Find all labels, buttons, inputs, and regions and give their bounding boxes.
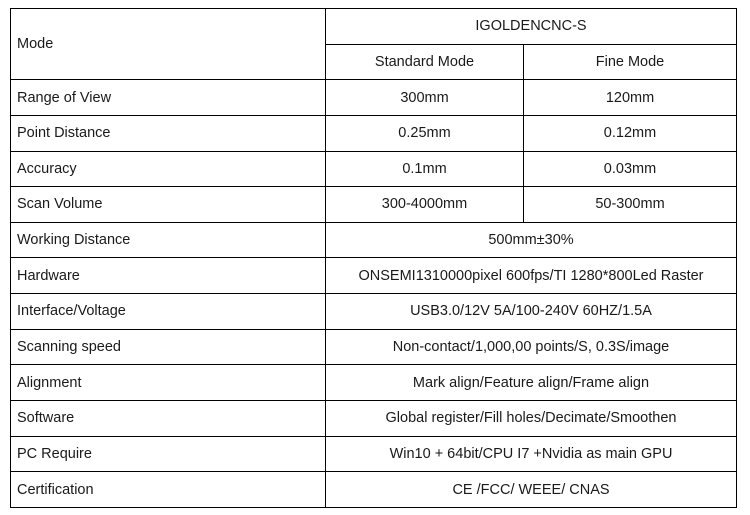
table-row: Scanning speed Non-contact/1,000,00 poin… — [10, 328, 737, 366]
row-value-software: Global register/Fill holes/Decimate/Smoo… — [325, 400, 737, 437]
row-value-pc-require: Win10 + 64bit/CPU I7 +Nvidia as main GPU — [325, 435, 737, 473]
table-row-mode-columns: Standard Mode Fine Mode — [11, 43, 737, 81]
row-value-point-distance-fine: 0.12mm — [523, 114, 737, 152]
row-value-scanning-speed: Non-contact/1,000,00 points/S, 0.3S/imag… — [325, 328, 737, 366]
table-row: Accuracy 0.1mm 0.03mm — [10, 150, 737, 188]
table-row: Certification CE /FCC/ WEEE/ CNAS — [10, 471, 737, 508]
row-value-certification: CE /FCC/ WEEE/ CNAS — [325, 471, 737, 508]
row-value-interface-voltage: USB3.0/12V 5A/100-240V 60HZ/1.5A — [325, 293, 737, 330]
table-row: PC Require Win10 + 64bit/CPU I7 +Nvidia … — [10, 435, 737, 473]
row-value-working-distance: 500mm±30% — [325, 221, 737, 259]
product-title-cell: IGOLDENCNC-S — [325, 8, 737, 45]
mode-header-label: Mode — [10, 7, 326, 81]
row-value-accuracy-fine: 0.03mm — [523, 150, 737, 188]
table-row-product-title: Mode IGOLDENCNC-S — [10, 7, 737, 81]
row-label-pc-require: PC Require — [10, 435, 326, 473]
table-row: Software Global register/Fill holes/Deci… — [10, 400, 737, 437]
table-body: Mode IGOLDENCNC-S Standard Mode Fine Mod… — [10, 7, 737, 508]
row-label-hardware: Hardware — [10, 257, 326, 295]
row-label-scanning-speed: Scanning speed — [10, 328, 326, 366]
row-label-scan-volume: Scan Volume — [10, 186, 326, 223]
row-value-hardware: ONSEMI1310000pixel 600fps/TI 1280*800Led… — [325, 257, 737, 295]
row-value-scan-volume-standard: 300-4000mm — [325, 186, 524, 223]
row-label-working-distance: Working Distance — [10, 221, 326, 259]
mode-label-text: Mode — [17, 36, 54, 53]
row-label-alignment: Alignment — [10, 364, 326, 402]
table-row: Scan Volume 300-4000mm 50-300mm — [10, 186, 737, 223]
specification-sheet: Mode IGOLDENCNC-S Standard Mode Fine Mod… — [10, 7, 737, 508]
table-row: Working Distance 500mm±30% — [10, 221, 737, 259]
row-value-accuracy-standard: 0.1mm — [325, 150, 524, 188]
table-row: Alignment Mark align/Feature align/Frame… — [10, 364, 737, 402]
row-label-range-of-view: Range of View — [10, 79, 326, 116]
column-header-fine-mode: Fine Mode — [523, 43, 737, 81]
row-label-point-distance: Point Distance — [10, 114, 326, 152]
specification-table: Mode IGOLDENCNC-S Standard Mode Fine Mod… — [10, 7, 737, 508]
row-label-certification: Certification — [10, 471, 326, 508]
table-row: Hardware ONSEMI1310000pixel 600fps/TI 12… — [10, 257, 737, 295]
row-value-point-distance-standard: 0.25mm — [325, 114, 524, 152]
row-value-alignment: Mark align/Feature align/Frame align — [325, 364, 737, 402]
fine-mode-label: Fine Mode — [595, 53, 665, 70]
table-row: Interface/Voltage USB3.0/12V 5A/100-240V… — [10, 293, 737, 330]
standard-mode-label: Standard Mode — [374, 53, 475, 70]
table-row: Range of View 300mm 120mm — [10, 79, 737, 116]
row-value-range-of-view-standard: 300mm — [325, 79, 524, 116]
row-label-software: Software — [10, 400, 326, 437]
product-title-text: IGOLDENCNC-S — [475, 18, 587, 35]
column-header-standard-mode: Standard Mode — [325, 43, 524, 81]
row-value-scan-volume-fine: 50-300mm — [523, 186, 737, 223]
row-label-interface-voltage: Interface/Voltage — [10, 293, 326, 330]
table-row: Point Distance 0.25mm 0.12mm — [10, 114, 737, 152]
row-value-range-of-view-fine: 120mm — [523, 79, 737, 116]
row-label-accuracy: Accuracy — [10, 150, 326, 188]
